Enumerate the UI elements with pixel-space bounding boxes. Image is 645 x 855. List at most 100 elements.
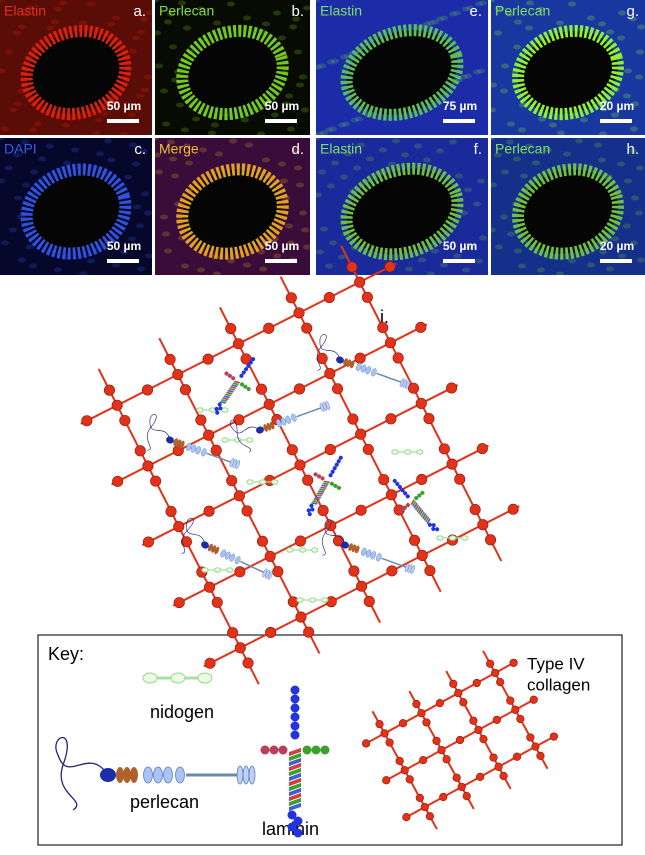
cell-nucleus: [392, 138, 400, 144]
domain-iii: [153, 766, 163, 784]
cell-nucleus: [100, 111, 108, 117]
cell-nucleus: [280, 178, 288, 184]
cell-nucleus: [181, 127, 189, 133]
cell-nucleus: [155, 169, 163, 175]
laminin-globule: [246, 363, 251, 368]
cell-nucleus: [466, 5, 474, 11]
cell-nucleus: [513, 44, 521, 50]
cell-nucleus: [107, 21, 115, 27]
collagen-node: [242, 657, 254, 669]
domain-i: [201, 541, 209, 549]
collagen-node: [112, 475, 124, 487]
laminin-coil: [323, 480, 331, 484]
laminin-globule: [306, 508, 311, 513]
cell-nucleus: [414, 143, 422, 149]
cell-nucleus: [294, 165, 302, 171]
laminin-globule: [402, 505, 407, 510]
domain-i: [256, 426, 264, 434]
collagen-node: [285, 292, 297, 304]
laminin-coil: [320, 486, 327, 490]
laminin-globule: [431, 523, 436, 528]
cell-nucleus: [629, 16, 637, 22]
collagen-node: [317, 504, 329, 517]
cell-nucleus: [537, 6, 545, 12]
collagen-node: [536, 751, 545, 760]
laminin-coil: [289, 797, 301, 807]
perlecan-molecule: [181, 517, 273, 580]
collagen-node: [103, 384, 115, 396]
nidogen-domain: [170, 672, 186, 684]
nidogen-domain: [246, 479, 254, 485]
cell-nucleus: [104, 138, 112, 144]
cell-nucleus: [243, 15, 251, 21]
cell-nucleus: [14, 101, 22, 107]
cell-nucleus: [475, 1, 483, 7]
collagen-node: [469, 716, 478, 725]
domain-iv: [381, 557, 407, 568]
collagen-node: [234, 642, 246, 654]
collagen-node: [111, 399, 123, 411]
cell-nucleus: [568, 1, 576, 7]
domain-iv: [240, 560, 265, 574]
domain-iii: [186, 442, 192, 451]
scale-bar: [265, 259, 297, 263]
cell-nucleus: [14, 195, 22, 201]
collagen-node: [446, 458, 458, 470]
collagen-node: [210, 444, 222, 456]
cell-nucleus: [124, 174, 132, 180]
collagen-node: [294, 459, 306, 471]
laminin-globule: [227, 373, 232, 378]
laminin-coil: [289, 752, 301, 762]
cell-nucleus: [137, 29, 145, 35]
cell-nucleus: [477, 68, 485, 74]
laminin-coil: [289, 777, 301, 787]
collagen-node: [415, 321, 427, 333]
cell-nucleus: [21, 11, 29, 17]
nidogen-domain: [296, 597, 304, 603]
cell-nucleus: [518, 127, 526, 133]
laminin-globule: [293, 816, 303, 826]
laminin-globule: [307, 512, 312, 517]
laminin-coil: [321, 484, 328, 488]
cell-nucleus: [563, 151, 571, 157]
nidogen-domain: [298, 547, 307, 553]
cell-nucleus: [301, 107, 309, 113]
cell-nucleus: [197, 6, 205, 12]
cell-nucleus: [296, 82, 304, 88]
domain-iii: [220, 549, 226, 558]
collagen-node: [417, 709, 426, 718]
nidogen-domain: [221, 407, 229, 413]
cell-nucleus: [599, 249, 607, 255]
laminin-coil: [416, 505, 421, 513]
collagen-node: [204, 657, 216, 669]
domain-v: [242, 765, 250, 785]
cell-nucleus: [301, 227, 309, 233]
cell-nucleus: [507, 231, 515, 237]
cell-nucleus: [537, 267, 545, 273]
cell-nucleus: [46, 25, 54, 31]
cell-nucleus: [9, 107, 17, 113]
domain-iii: [276, 419, 282, 428]
cell-nucleus: [575, 138, 583, 144]
cell-nucleus: [520, 173, 528, 179]
laminin-coil: [317, 490, 325, 493]
cell-nucleus: [92, 130, 100, 135]
collagen-node: [420, 802, 429, 812]
cell-nucleus: [635, 210, 643, 216]
collagen-node: [316, 352, 328, 364]
collagen-node: [531, 742, 540, 751]
perlecan-molecule: [316, 334, 410, 390]
cell-nucleus: [580, 117, 588, 123]
laminin-globule: [246, 387, 251, 392]
collagen-node: [506, 696, 515, 705]
collagen-node: [499, 771, 508, 781]
cell-nucleus: [494, 30, 502, 36]
domain-iii: [234, 556, 241, 565]
collagen-label: Type IV: [527, 654, 585, 673]
cell-nucleus: [331, 160, 339, 166]
cell-nucleus: [141, 87, 149, 93]
cell-nucleus: [598, 157, 606, 163]
cell-nucleus: [199, 147, 207, 153]
domain-iv: [376, 372, 402, 383]
